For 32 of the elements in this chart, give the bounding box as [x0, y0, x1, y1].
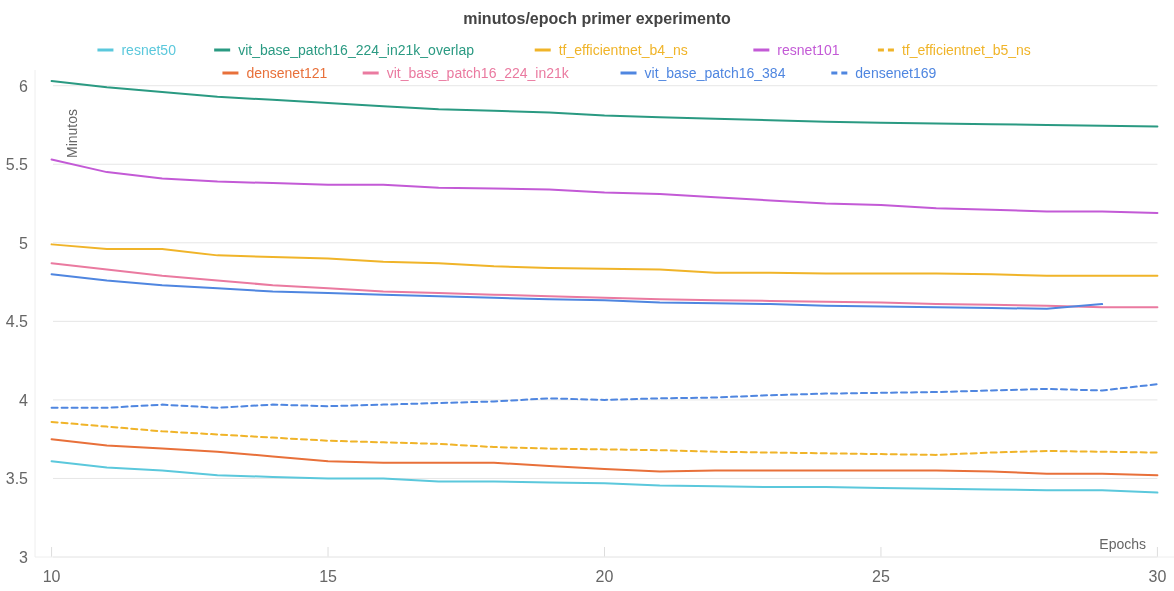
y-tick-label: 5.5: [5, 156, 29, 174]
y-tick-label: 6: [19, 77, 29, 95]
legend-label: vit_base_patch16_224_in21k: [386, 65, 570, 81]
x-tick-label: 10: [42, 568, 61, 585]
line-series: [50, 420, 1159, 456]
x-tick-label: 15: [319, 568, 338, 585]
line-series: [50, 243, 1159, 277]
line-series: [50, 438, 1159, 477]
line-series: [50, 262, 1159, 309]
legend-label: densenet121: [246, 65, 328, 81]
y-axis-title: Minutos: [64, 108, 80, 158]
y-tick-label: 4.5: [5, 313, 29, 331]
y-tick-label: 3.5: [5, 470, 29, 488]
legend-label: resnet50: [121, 42, 177, 58]
line-series: [50, 383, 1159, 409]
legend-label: densenet169: [855, 65, 937, 81]
x-tick-label: 20: [595, 568, 614, 585]
line-series: [50, 158, 1159, 214]
x-tick-label: 30: [1148, 568, 1167, 585]
y-tick-label: 4: [19, 391, 29, 409]
legend-label: vit_base_patch16_224_in21k_overlap: [238, 42, 475, 58]
line-series: [50, 273, 1104, 310]
line-series: [50, 460, 1159, 494]
legend-label: tf_efficientnet_b5_ns: [901, 42, 1031, 58]
legend-label: vit_base_patch16_384: [644, 65, 786, 81]
chart-title: minutos/epoch primer experimento: [463, 10, 732, 27]
y-tick-label: 3: [19, 549, 29, 566]
y-tick-label: 5: [19, 234, 29, 252]
legend-label: resnet101: [777, 42, 840, 58]
x-tick-label: 25: [872, 568, 890, 585]
legend-label: tf_efficientnet_b4_ns: [558, 42, 688, 58]
x-axis-title: Epochs: [1099, 536, 1146, 552]
